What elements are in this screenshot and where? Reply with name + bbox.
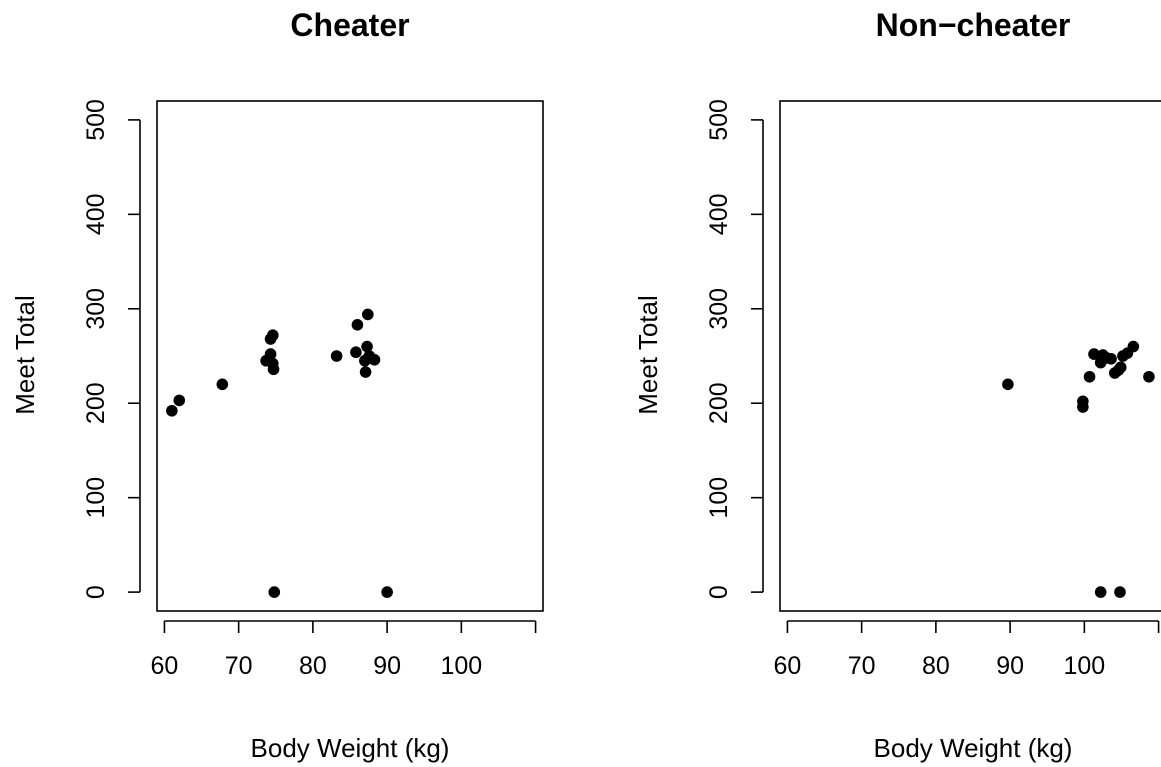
y-tick-label: 0 xyxy=(705,585,733,599)
data-point xyxy=(368,353,381,366)
plot-frame xyxy=(779,100,1161,612)
data-point xyxy=(1083,370,1096,383)
x-axis-label: Body Weight (kg) xyxy=(874,733,1073,763)
data-point xyxy=(267,363,280,376)
x-axis-label: Body Weight (kg) xyxy=(251,733,450,763)
panel-non-cheater: Non−cheater Body Weight (kg) Meet Total … xyxy=(633,7,1161,763)
y-tick-label: 400 xyxy=(705,193,733,235)
y-tick-label: 200 xyxy=(705,382,733,424)
data-point xyxy=(264,348,277,360)
data-point xyxy=(381,586,393,598)
data-point xyxy=(330,350,343,362)
data-point xyxy=(1105,353,1117,365)
y-tick-label: 400 xyxy=(82,193,110,235)
chart-title: Cheater xyxy=(290,7,409,43)
x-tick-label: 60 xyxy=(774,652,802,680)
x-axis: 60 70 80 90 100 xyxy=(774,620,1160,680)
x-tick-label: 100 xyxy=(1063,652,1105,680)
data-points xyxy=(1002,340,1155,598)
data-point xyxy=(362,308,374,321)
data-point xyxy=(1002,378,1014,391)
x-tick-label: 60 xyxy=(151,652,179,680)
data-point xyxy=(1127,340,1140,353)
x-tick-label: 90 xyxy=(373,652,401,680)
x-tick-label: 70 xyxy=(225,652,253,680)
y-tick-label: 100 xyxy=(82,477,110,519)
data-point xyxy=(1143,370,1155,383)
data-point xyxy=(351,319,364,331)
data-point xyxy=(361,340,373,353)
data-point xyxy=(1114,361,1127,374)
y-axis: 0 100 200 300 400 500 xyxy=(82,99,141,599)
plot-frame xyxy=(156,100,544,612)
x-tick-label: 100 xyxy=(440,652,482,680)
y-axis-label: Meet Total xyxy=(633,295,663,414)
y-tick-label: 300 xyxy=(705,288,733,330)
data-point xyxy=(268,586,281,598)
data-points xyxy=(166,308,393,598)
panel-cheater: Cheater Body Weight (kg) Meet Total 60 70… xyxy=(10,7,544,763)
data-point xyxy=(173,394,186,407)
y-tick-label: 100 xyxy=(705,477,733,519)
y-tick-label: 500 xyxy=(705,99,733,141)
data-point xyxy=(350,346,362,359)
y-axis-label: Meet Total xyxy=(10,295,40,414)
y-tick-label: 300 xyxy=(82,288,110,330)
y-tick-label: 0 xyxy=(82,585,110,599)
data-point xyxy=(267,329,279,342)
chart-title: Non−cheater xyxy=(876,7,1071,43)
data-point xyxy=(1077,395,1089,408)
y-tick-label: 500 xyxy=(82,99,110,141)
data-point xyxy=(1094,586,1107,598)
x-axis: 60 70 80 90 100 xyxy=(151,620,537,680)
x-tick-label: 80 xyxy=(922,652,950,680)
data-point xyxy=(216,378,229,391)
y-axis: 0 100 200 300 400 500 xyxy=(705,99,764,599)
data-point xyxy=(166,404,178,417)
data-point xyxy=(1088,348,1100,360)
y-tick-label: 200 xyxy=(82,382,110,424)
x-tick-label: 70 xyxy=(848,652,876,680)
data-point xyxy=(359,366,372,378)
x-tick-label: 80 xyxy=(299,652,327,680)
x-tick-label: 90 xyxy=(996,652,1024,680)
data-point xyxy=(1114,586,1126,598)
